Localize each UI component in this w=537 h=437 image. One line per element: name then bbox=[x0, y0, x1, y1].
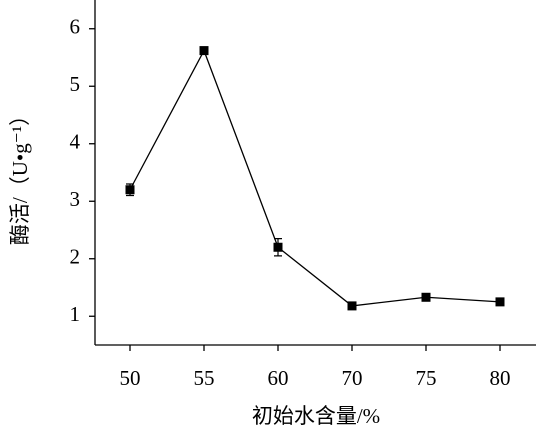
marker bbox=[199, 46, 209, 56]
y-tick-label: 3 bbox=[70, 187, 81, 211]
y-axis-label: 酶活/（U•g⁻¹） bbox=[8, 105, 32, 245]
y-tick-label: 2 bbox=[70, 245, 81, 269]
marker bbox=[347, 301, 357, 311]
marker bbox=[125, 185, 135, 195]
marker bbox=[421, 292, 431, 302]
x-tick-label: 60 bbox=[268, 366, 289, 390]
marker bbox=[495, 297, 505, 307]
marker bbox=[273, 242, 283, 252]
y-tick-label: 1 bbox=[70, 302, 81, 326]
x-tick-label: 55 bbox=[194, 366, 215, 390]
x-tick-label: 50 bbox=[120, 366, 141, 390]
x-tick-label: 70 bbox=[342, 366, 363, 390]
y-tick-label: 4 bbox=[70, 130, 81, 154]
data-line bbox=[129, 49, 501, 307]
x-tick-label: 75 bbox=[416, 366, 437, 390]
y-tick-label: 5 bbox=[70, 72, 81, 96]
x-tick-label: 80 bbox=[490, 366, 511, 390]
x-axis-label: 初始水含量/% bbox=[252, 404, 380, 428]
y-tick-label: 6 bbox=[70, 15, 81, 39]
